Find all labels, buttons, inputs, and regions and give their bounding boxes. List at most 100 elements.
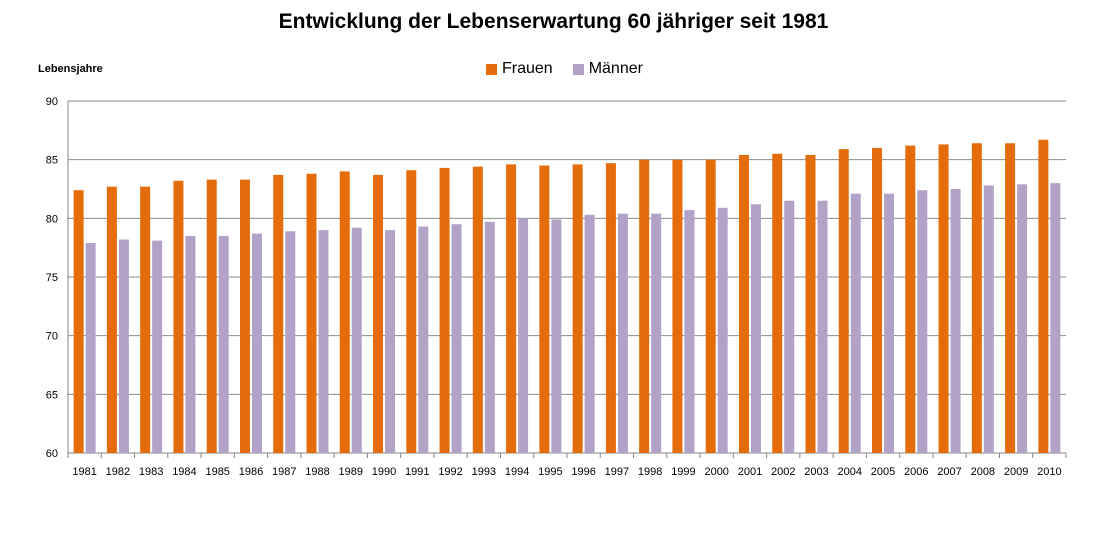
x-tick-label: 2008 xyxy=(971,466,995,478)
bar-maenner-2010 xyxy=(1050,183,1061,453)
y-tick-label: 60 xyxy=(46,448,58,460)
legend-swatch-maenner xyxy=(572,63,584,75)
bar-frauen-1990 xyxy=(373,174,384,454)
bar-frauen-2007 xyxy=(938,144,949,453)
x-tick-label: 2010 xyxy=(1037,466,1061,478)
x-tick-label: 2002 xyxy=(771,466,795,478)
x-tick-label: 1981 xyxy=(72,466,96,478)
chart-title: Entwicklung der Lebenserwartung 60 jähri… xyxy=(278,10,829,33)
bar-maenner-1998 xyxy=(651,213,662,453)
x-tick-label: 2005 xyxy=(871,466,895,478)
bar-frauen-2006 xyxy=(905,145,916,453)
bar-maenner-1989 xyxy=(351,227,362,453)
bar-maenner-2005 xyxy=(884,193,895,453)
bar-maenner-2003 xyxy=(817,200,828,453)
bar-frauen-1994 xyxy=(506,164,517,454)
x-tick-label: 1991 xyxy=(405,466,429,478)
bar-frauen-1982 xyxy=(106,186,117,454)
bar-maenner-2004 xyxy=(850,193,861,453)
bar-frauen-2010 xyxy=(1038,139,1049,453)
legend-label-maenner: Männer xyxy=(588,60,643,77)
bar-frauen-1997 xyxy=(605,163,616,454)
y-tick-label: 85 xyxy=(46,155,58,167)
x-tick-label: 1996 xyxy=(571,466,595,478)
bar-maenner-2007 xyxy=(950,189,961,453)
bar-frauen-1981 xyxy=(73,190,84,453)
y-axis-label: Lebensjahre xyxy=(38,63,103,75)
bar-frauen-1995 xyxy=(539,165,550,454)
x-tick-label: 2003 xyxy=(804,466,828,478)
bar-frauen-2009 xyxy=(1005,143,1016,454)
bar-maenner-1996 xyxy=(584,214,595,453)
x-tick-label: 1997 xyxy=(605,466,629,478)
bar-frauen-1996 xyxy=(572,164,583,454)
x-tick-label: 1995 xyxy=(538,466,562,478)
bar-maenner-2002 xyxy=(784,200,795,453)
x-tick-label: 1984 xyxy=(172,466,196,478)
x-tick-label: 1998 xyxy=(638,466,662,478)
bar-maenner-1993 xyxy=(484,221,495,453)
bar-frauen-2008 xyxy=(971,143,982,454)
bar-frauen-2001 xyxy=(738,154,749,453)
x-tick-label: 2007 xyxy=(937,466,961,478)
bar-maenner-1992 xyxy=(451,224,462,453)
bar-maenner-1987 xyxy=(285,231,296,453)
x-tick-label: 2001 xyxy=(738,466,762,478)
bar-maenner-1999 xyxy=(684,210,695,453)
bar-frauen-1984 xyxy=(173,180,184,453)
x-tick-label: 1989 xyxy=(339,466,363,478)
x-tick-label: 1986 xyxy=(239,466,263,478)
bar-frauen-1993 xyxy=(472,166,483,453)
x-tick-label: 2004 xyxy=(838,466,862,478)
bar-maenner-1990 xyxy=(385,230,396,453)
legend: Frauen Männer xyxy=(486,60,663,78)
y-tick-label: 80 xyxy=(46,213,58,225)
bar-frauen-1999 xyxy=(672,159,683,453)
y-tick-label: 70 xyxy=(46,331,58,343)
bar-frauen-1983 xyxy=(140,186,151,454)
bar-maenner-2006 xyxy=(917,190,928,453)
x-tick-label: 1985 xyxy=(205,466,229,478)
x-tick-label: 1988 xyxy=(305,466,329,478)
bar-maenner-1981 xyxy=(85,242,96,453)
bar-maenner-1984 xyxy=(185,235,196,453)
x-tick-label: 1993 xyxy=(472,466,496,478)
legend-item-frauen: Frauen xyxy=(486,60,553,78)
x-tick-label: 1982 xyxy=(106,466,130,478)
bar-frauen-1988 xyxy=(306,173,317,453)
x-tick-label: 1999 xyxy=(671,466,695,478)
bar-frauen-1989 xyxy=(339,171,350,453)
bar-maenner-2001 xyxy=(750,204,761,453)
bar-frauen-1986 xyxy=(239,179,250,453)
bar-maenner-2008 xyxy=(983,185,994,454)
bar-frauen-1998 xyxy=(639,159,650,453)
x-tick-label: 1990 xyxy=(372,466,396,478)
legend-item-maenner: Männer xyxy=(572,60,643,78)
y-tick-label: 65 xyxy=(46,389,58,401)
bar-frauen-1987 xyxy=(273,174,284,454)
x-tick-label: 1994 xyxy=(505,466,529,478)
x-tick-label: 2000 xyxy=(704,466,728,478)
bar-maenner-1986 xyxy=(251,233,262,453)
bar-maenner-1991 xyxy=(418,226,429,453)
bar-frauen-2005 xyxy=(872,147,883,453)
bar-maenner-1982 xyxy=(118,239,129,453)
bar-maenner-1995 xyxy=(551,219,562,453)
x-tick-label: 1987 xyxy=(272,466,296,478)
bar-maenner-1983 xyxy=(152,240,163,453)
legend-label-frauen: Frauen xyxy=(502,60,553,77)
bar-frauen-2003 xyxy=(805,154,816,453)
x-tick-label: 2009 xyxy=(1004,466,1028,478)
bar-frauen-2002 xyxy=(772,153,783,454)
x-tick-label: 1992 xyxy=(438,466,462,478)
y-tick-label: 90 xyxy=(46,96,58,108)
bar-maenner-1997 xyxy=(617,213,628,453)
y-tick-label: 75 xyxy=(46,272,58,284)
bar-frauen-1992 xyxy=(439,167,450,453)
legend-swatch-frauen xyxy=(486,63,497,75)
bar-frauen-1985 xyxy=(206,179,217,453)
bar-maenner-1988 xyxy=(318,230,329,453)
x-tick-label: 2006 xyxy=(904,466,928,478)
bar-maenner-2009 xyxy=(1017,184,1028,453)
